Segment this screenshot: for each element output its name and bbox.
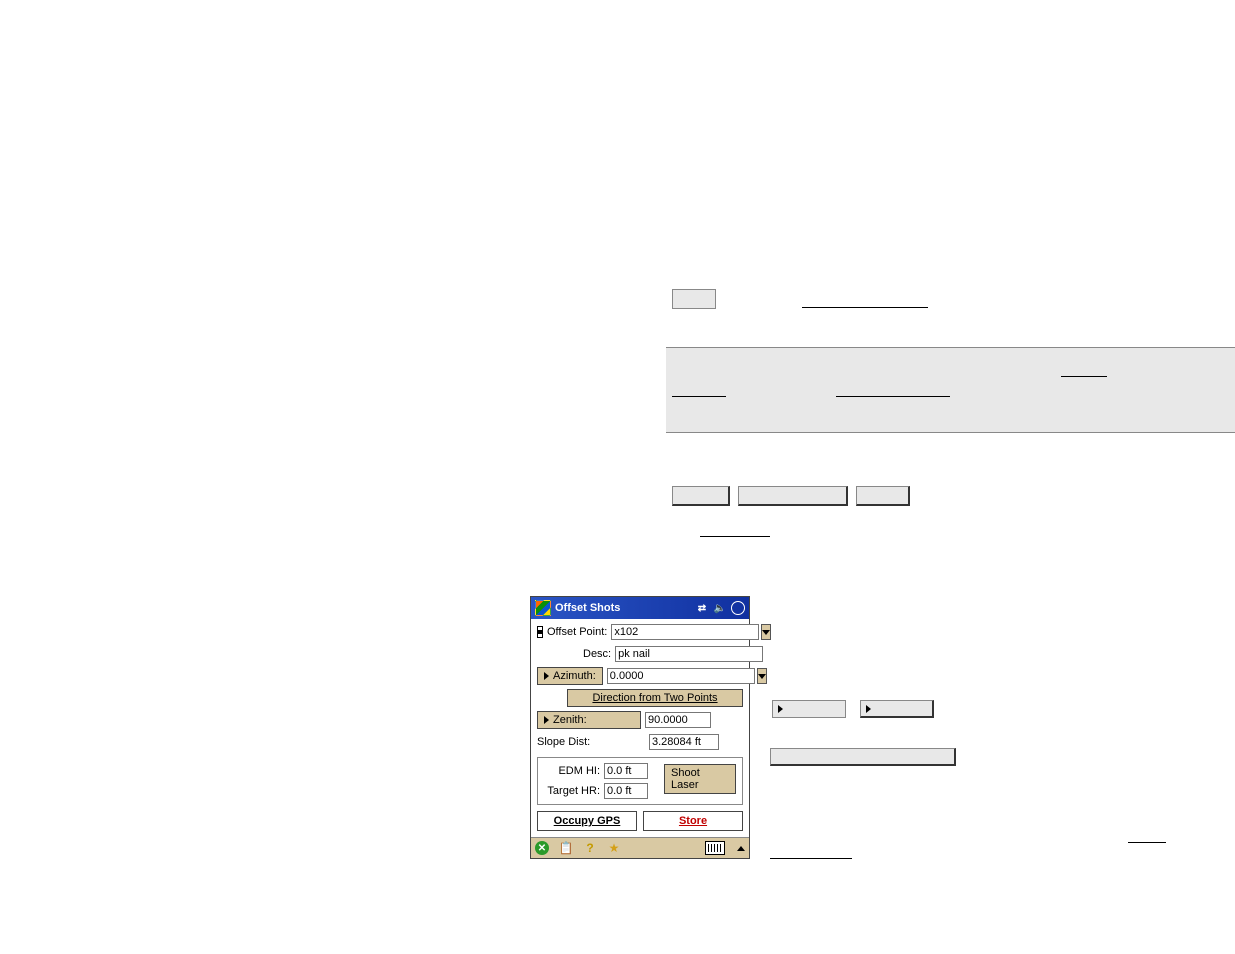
azimuth-dropdown-button[interactable] — [757, 668, 767, 684]
edm-hi-label: EDM HI: — [544, 765, 600, 777]
connectivity-icon[interactable]: ⇄ — [695, 601, 709, 615]
deco-line-5 — [700, 536, 770, 537]
target-hr-label: Target HR: — [544, 785, 600, 797]
deco-box-3 — [738, 486, 848, 506]
clock-icon[interactable] — [731, 601, 745, 615]
offset-shots-window: Offset Shots ⇄ 🔈 Offset Point: Desc: Azi… — [530, 596, 750, 859]
edm-hi-input[interactable] — [604, 763, 648, 779]
deco-line-2 — [672, 396, 726, 397]
occupy-gps-label: Occupy GPS — [554, 815, 621, 827]
desc-input[interactable] — [615, 646, 763, 662]
windows-logo-icon — [535, 600, 551, 616]
store-label: Store — [679, 815, 707, 827]
speaker-icon[interactable]: 🔈 — [713, 601, 727, 615]
deco-tri-1 — [778, 705, 783, 713]
deco-line-3 — [836, 396, 950, 397]
window-content: Offset Point: Desc: Azimuth: Direction f… — [531, 619, 749, 837]
target-hr-input[interactable] — [604, 783, 648, 799]
deco-box-6 — [860, 700, 934, 718]
offset-point-label: Offset Point: — [547, 626, 607, 638]
titlebar: Offset Shots ⇄ 🔈 — [531, 597, 749, 619]
offset-point-input[interactable] — [611, 624, 759, 640]
shoot-laser-label: Shoot Laser — [671, 767, 729, 791]
star-icon[interactable]: ★ — [607, 841, 621, 855]
close-icon[interactable]: ✕ — [535, 841, 549, 855]
deco-line-4 — [1061, 376, 1107, 377]
azimuth-input[interactable] — [607, 668, 755, 684]
direction-btn-label: Direction from Two Points — [592, 692, 717, 704]
zenith-label: Zenith: — [553, 714, 587, 726]
direction-from-two-points-button[interactable]: Direction from Two Points — [567, 689, 743, 707]
azimuth-button[interactable]: Azimuth: — [537, 667, 603, 685]
deco-line-1 — [802, 307, 928, 308]
deco-band-1 — [666, 347, 1235, 433]
deco-box-7 — [770, 748, 956, 766]
zenith-button[interactable]: Zenith: — [537, 711, 641, 729]
occupy-gps-button[interactable]: Occupy GPS — [537, 811, 637, 831]
bullet-icon — [537, 626, 543, 638]
clipboard-icon[interactable]: 📋 — [559, 841, 573, 855]
slope-dist-input[interactable] — [649, 734, 719, 750]
help-icon[interactable]: ? — [583, 841, 597, 855]
deco-tri-2 — [866, 705, 871, 713]
keyboard-icon[interactable] — [705, 841, 725, 855]
laser-group: EDM HI: Shoot Laser Target HR: — [537, 757, 743, 805]
shoot-laser-button[interactable]: Shoot Laser — [664, 764, 736, 794]
deco-box-1 — [672, 289, 716, 309]
slope-dist-label: Slope Dist: — [537, 736, 641, 748]
zenith-input[interactable] — [645, 712, 711, 728]
azimuth-label: Azimuth: — [553, 670, 596, 682]
window-title: Offset Shots — [555, 602, 620, 614]
offset-point-dropdown-button[interactable] — [761, 624, 771, 640]
desc-label: Desc: — [583, 648, 611, 660]
store-button[interactable]: Store — [643, 811, 743, 831]
deco-box-4 — [856, 486, 910, 506]
deco-box-2 — [672, 486, 730, 506]
deco-line-7 — [1128, 842, 1166, 843]
deco-line-6 — [770, 858, 852, 859]
up-arrow-icon[interactable] — [737, 846, 745, 851]
statusbar: ✕ 📋 ? ★ — [531, 837, 749, 858]
deco-box-5 — [772, 700, 846, 718]
